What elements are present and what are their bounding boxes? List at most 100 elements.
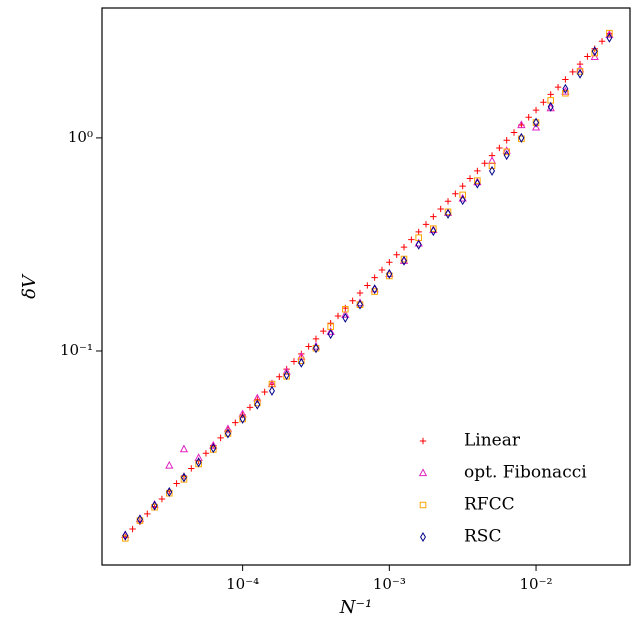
data-point	[606, 32, 613, 43]
data-point	[386, 259, 393, 266]
data-point	[194, 453, 203, 461]
data-point	[561, 86, 570, 95]
data-point	[481, 160, 488, 167]
data-point	[311, 341, 321, 350]
data-point	[400, 255, 408, 263]
data-point	[517, 120, 526, 129]
data-point	[298, 357, 305, 368]
data-point	[584, 53, 591, 60]
data-point	[503, 150, 510, 161]
data-point	[487, 156, 497, 164]
data-point	[430, 213, 437, 220]
data-point	[430, 226, 437, 237]
data-point	[562, 76, 569, 83]
data-point	[121, 535, 129, 542]
data-point	[349, 297, 356, 304]
data-point	[415, 234, 422, 242]
plot-frame	[101, 7, 631, 566]
data-point	[591, 46, 598, 57]
data-point	[510, 129, 518, 136]
data-point	[173, 480, 180, 487]
data-point	[129, 525, 136, 533]
data-point	[378, 266, 386, 274]
data-point	[357, 299, 363, 310]
data-point	[547, 97, 555, 104]
data-point	[158, 495, 166, 503]
legend-label: RFCC	[464, 495, 515, 515]
data-point	[224, 428, 231, 439]
data-point	[444, 198, 452, 205]
data-point	[371, 274, 378, 281]
data-point	[489, 165, 496, 176]
data-point	[327, 329, 334, 340]
data-point	[136, 514, 143, 525]
legend-label: RSC	[464, 527, 501, 547]
data-point	[180, 475, 188, 483]
data-point	[371, 284, 378, 295]
data-point	[202, 450, 210, 457]
legend-marker	[419, 501, 427, 509]
data-point	[320, 327, 327, 335]
data-point	[326, 327, 335, 335]
data-point	[282, 366, 291, 375]
data-point	[533, 117, 540, 128]
data-point	[246, 404, 254, 411]
data-point	[209, 440, 218, 449]
x-axis-label: N⁻¹	[339, 597, 372, 618]
data-point	[532, 106, 540, 114]
data-point	[327, 323, 334, 331]
data-point	[179, 444, 189, 453]
data-point	[261, 388, 268, 396]
data-point	[276, 373, 283, 380]
y-tick-label: 10⁰	[68, 128, 93, 146]
data-point	[569, 68, 576, 76]
data-point	[400, 243, 408, 251]
data-point	[342, 312, 349, 323]
data-point	[268, 380, 276, 388]
data-point	[223, 424, 233, 433]
data-point	[577, 68, 584, 79]
x-tick-label: 10⁻³	[373, 575, 406, 593]
data-point	[554, 83, 562, 91]
data-point	[502, 146, 511, 154]
data-point	[188, 465, 195, 472]
x-tick-label: 10⁻²	[520, 575, 553, 593]
data-point	[144, 510, 151, 518]
data-point	[238, 409, 247, 418]
data-point	[452, 190, 459, 197]
x-tick-label: 10⁻⁴	[226, 575, 259, 593]
data-point	[474, 167, 481, 175]
data-point	[195, 457, 202, 468]
data-point	[305, 343, 312, 350]
data-point	[386, 272, 393, 280]
data-point	[415, 228, 422, 236]
data-point	[496, 144, 503, 152]
data-point	[531, 122, 541, 131]
data-point	[437, 205, 444, 213]
data-point	[341, 310, 350, 318]
legend-marker	[419, 437, 427, 445]
data-point	[562, 83, 569, 94]
data-point	[312, 335, 320, 343]
data-point	[408, 236, 415, 243]
data-point	[334, 312, 342, 320]
data-point	[576, 68, 584, 75]
data-point	[254, 399, 261, 407]
data-point	[459, 195, 466, 206]
data-point	[518, 132, 525, 143]
data-point	[598, 38, 606, 45]
data-point	[209, 446, 217, 453]
data-point	[540, 99, 547, 106]
data-point	[459, 182, 466, 190]
data-point	[401, 255, 407, 266]
data-point	[547, 101, 554, 112]
data-point	[232, 419, 239, 426]
data-point	[393, 251, 400, 258]
data-point	[151, 503, 158, 511]
data-point	[151, 500, 158, 511]
data-point	[283, 370, 290, 381]
data-point	[195, 460, 202, 468]
data-point	[525, 114, 532, 121]
